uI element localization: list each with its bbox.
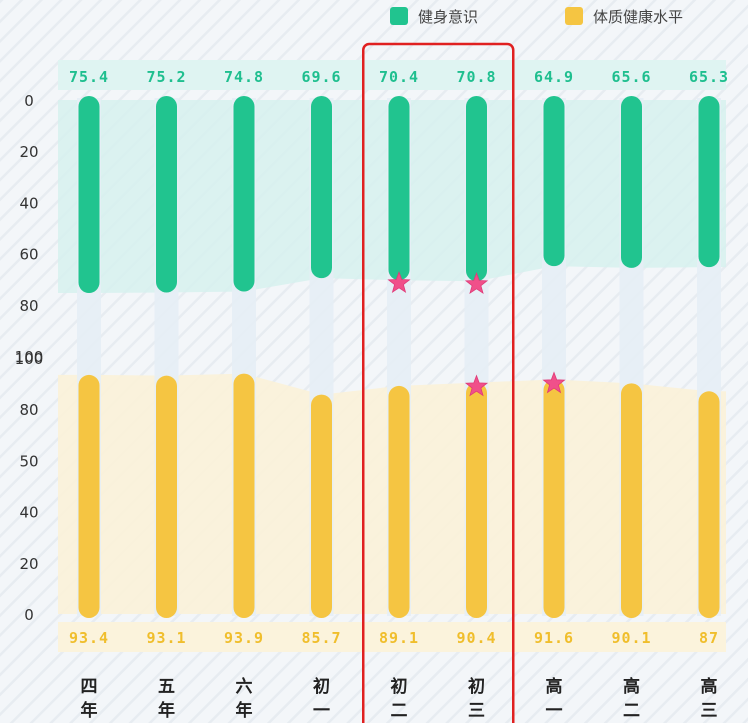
value-bands [58,60,726,652]
bar-physical-health [388,385,410,618]
bar-physical-health [466,382,487,618]
bar-physical-health [698,391,720,618]
value-label-physical-health: 91.6 [534,629,574,647]
bar-fitness-awareness [543,96,565,267]
category-label: 初 [468,676,485,697]
top-axis-tick-label: 40 [19,194,38,212]
bottom-axis-tick-label: 80 [19,401,38,419]
bottom-value-band [58,622,726,652]
category-label: 五 [158,677,175,697]
top-axis-tick-label: 80 [19,297,38,315]
bar-fitness-awareness [311,96,332,279]
category-label: 高 [701,676,718,697]
value-label-physical-health: 90.1 [611,629,651,647]
category-label: 高 [623,676,640,697]
category-label: 六 [236,676,253,697]
value-labels: 75.4 93.4 75.2 93.1 74.8 93.9 69.6 85.7 70.4 89.1… [69,68,729,647]
bottom-axis-tick-label: 20 [19,555,38,573]
legend-fitness-awareness-swatch [390,7,408,25]
bar-physical-health [543,379,565,618]
value-label-physical-health: 89.1 [379,629,419,647]
star-marker [387,271,411,294]
value-label-physical-health: 87 [699,629,719,647]
highlight-rectangle [362,42,515,723]
bars [78,96,720,618]
legend-fitness-awareness-label: 健身意识 [418,8,478,26]
category-label: 年 [81,700,98,721]
bar-physical-health [78,374,100,618]
legend: 健身意识 体质健康水平 [390,7,683,26]
bar-fitness-awareness [466,96,487,282]
top-axis-tick-label: 100 [15,348,44,366]
category-label: 年 [158,700,175,721]
bar-physical-health [621,383,642,618]
category-label: 一 [313,701,330,721]
bar-fitness-awareness [78,96,100,294]
bar-fitness-awareness [621,96,642,268]
value-label-fitness-awareness: 70.8 [456,68,496,86]
value-label-fitness-awareness: 70.4 [379,68,419,86]
value-label-fitness-awareness: 69.6 [301,68,341,86]
category-label: 二 [623,701,640,721]
bar-fitness-awareness [698,96,720,268]
value-label-fitness-awareness: 74.8 [224,68,264,86]
category-label: 初 [313,676,330,697]
top-axis-tick-label: 20 [19,143,38,161]
category-label: 一 [546,701,563,721]
legend-physical-health-swatch [565,7,583,25]
bar-physical-health [233,373,255,618]
category-label: 三 [468,701,485,721]
value-label-physical-health: 93.1 [146,629,186,647]
value-label-fitness-awareness: 65.6 [611,68,651,86]
bar-physical-health [156,375,177,618]
category-label: 高 [546,676,563,697]
top-axis-tick-label: 60 [19,246,38,264]
category-label: 年 [236,700,253,721]
highlight-box [362,42,515,723]
star-marker [464,374,489,397]
star-marker [464,272,489,295]
category-label: 初 [391,676,408,697]
category-label: 三 [701,701,718,721]
value-label-fitness-awareness: 75.4 [69,68,109,86]
bar-fitness-awareness [233,96,255,292]
star-markers [387,271,566,397]
value-label-physical-health: 85.7 [301,629,341,647]
legend-physical-health-label: 体质健康水平 [593,8,683,26]
bar-fitness-awareness [388,96,410,281]
bottom-axis-tick-label: 50 [19,452,38,470]
value-label-physical-health: 90.4 [456,629,496,647]
bottom-axis-tick-label: 0 [24,606,34,624]
value-label-fitness-awareness: 64.9 [534,68,574,86]
category-label: 二 [391,701,408,721]
value-label-physical-health: 93.4 [69,629,109,647]
top-axis-tick-label: 0 [24,92,34,110]
bottom-axis-tick-label: 40 [19,504,38,522]
value-label-fitness-awareness: 75.2 [146,68,186,86]
bar-fitness-awareness [156,96,177,293]
value-label-physical-health: 93.9 [224,629,264,647]
bar-physical-health [311,394,332,618]
bottom-axis-tick-label: 100 [15,350,44,368]
star-marker [542,371,566,394]
top-value-band [58,60,726,90]
category-label: 四 [81,677,98,697]
value-label-fitness-awareness: 65.3 [689,68,729,86]
